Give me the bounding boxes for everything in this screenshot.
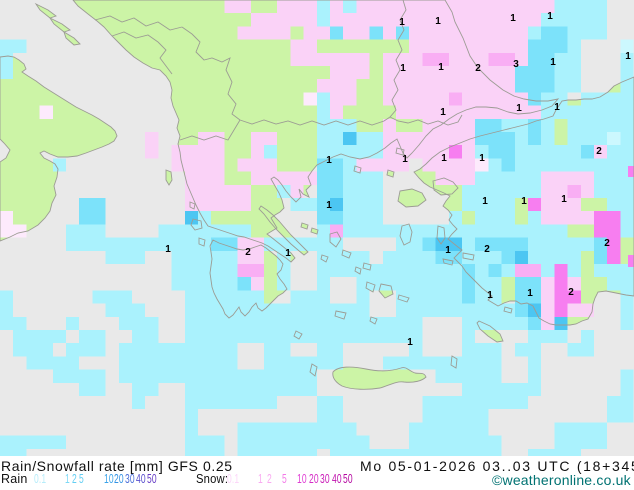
svg-text:1: 1 [479,153,485,164]
svg-text:2: 2 [245,247,251,258]
svg-text:1: 1 [435,16,441,27]
svg-text:1: 1 [399,17,405,28]
svg-text:1: 1 [625,51,631,62]
svg-text:1: 1 [561,194,567,205]
svg-text:1: 1 [400,63,406,74]
svg-text:1: 1 [407,337,413,348]
svg-text:2: 2 [596,146,602,157]
svg-text:1: 1 [547,11,553,22]
svg-text:1: 1 [554,102,560,113]
svg-text:1: 1 [438,62,444,73]
svg-text:3: 3 [513,59,519,70]
svg-text:1: 1 [402,154,408,165]
svg-text:1: 1 [487,290,493,301]
svg-text:2: 2 [475,63,481,74]
svg-text:1: 1 [482,196,488,207]
svg-text:1: 1 [527,288,533,299]
svg-text:1: 1 [516,103,522,114]
svg-text:1: 1 [550,57,556,68]
svg-text:1: 1 [441,153,447,164]
svg-text:1: 1 [510,13,516,24]
svg-text:1: 1 [440,107,446,118]
svg-text:1: 1 [285,248,291,259]
svg-text:1: 1 [165,244,171,255]
svg-text:2: 2 [568,287,574,298]
svg-text:1: 1 [445,245,451,256]
svg-text:1: 1 [326,155,332,166]
svg-text:2: 2 [604,238,610,249]
svg-text:1: 1 [326,200,332,211]
svg-text:2: 2 [484,244,490,255]
svg-text:1: 1 [521,196,527,207]
